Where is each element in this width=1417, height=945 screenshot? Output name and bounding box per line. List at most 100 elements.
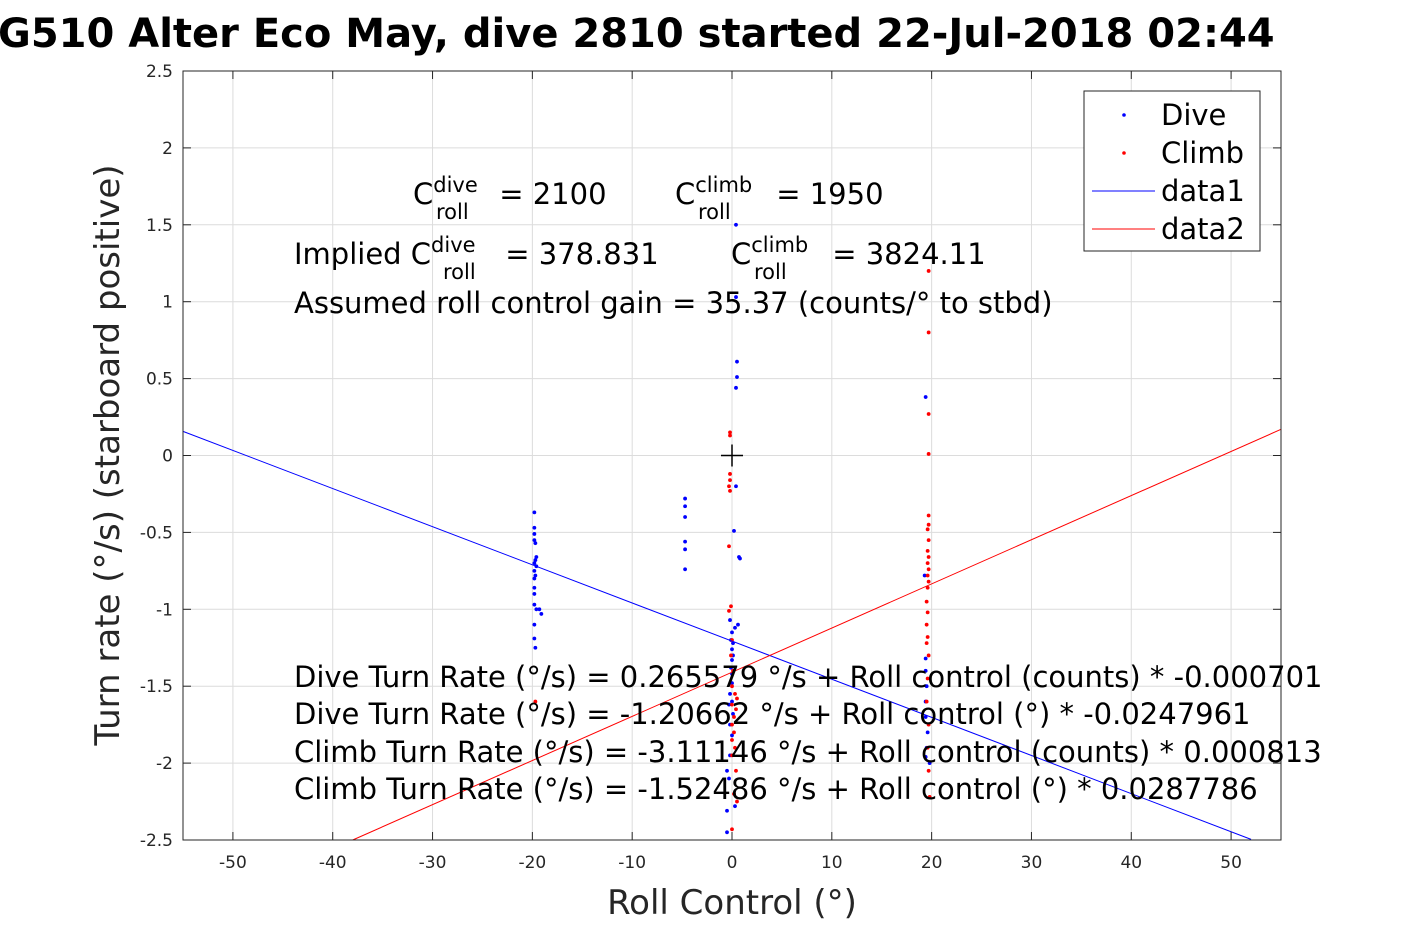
climb-point xyxy=(926,412,931,416)
dive-point xyxy=(532,622,537,627)
climb-point xyxy=(926,768,931,773)
climb-point xyxy=(733,691,737,696)
climb-point xyxy=(728,430,732,435)
x-tick-label: 0 xyxy=(727,853,738,873)
dive-point xyxy=(532,532,537,536)
y-tick-label: -2 xyxy=(156,754,173,774)
annotation-c-climb: Cclimb roll = 1950 xyxy=(675,173,884,224)
climb-point xyxy=(732,730,736,735)
dive-point xyxy=(683,496,687,501)
dive-point xyxy=(532,636,537,641)
legend-climb-label: Climb xyxy=(1161,136,1244,170)
dive-point xyxy=(735,359,739,364)
dive-point xyxy=(725,830,729,835)
climb-point xyxy=(734,768,738,773)
climb-point xyxy=(924,622,929,627)
climb-point xyxy=(730,827,734,832)
dive-point xyxy=(728,691,732,696)
annotation-eq1: Dive Turn Rate (°/s) = 0.265579 °/s + Ro… xyxy=(294,660,1322,694)
dive-point xyxy=(923,395,928,399)
data2-fit-line xyxy=(352,428,1282,841)
climb-point xyxy=(730,684,734,689)
dive-point xyxy=(532,568,537,573)
climb-point xyxy=(729,604,733,609)
x-tick-label: 50 xyxy=(1220,853,1242,873)
dive-point xyxy=(731,711,735,716)
x-tick-label: -40 xyxy=(319,853,347,873)
dive-point xyxy=(539,612,544,616)
data1-fit-line xyxy=(182,430,1252,840)
climb-point xyxy=(926,567,931,572)
ticks: -50 -40 -30 -20 -10 0 10 20 30 40 50 2.5 2 1.5 1 0.5 0 -0… xyxy=(140,62,1281,873)
dive-point xyxy=(923,656,928,661)
dive-point xyxy=(533,541,538,546)
y-axis-label: Turn rate (°/s) (starboard positive) xyxy=(88,164,128,746)
climb-point xyxy=(729,653,733,658)
dive-point xyxy=(732,528,736,533)
annotation-eq3: Climb Turn Rate (°/s) = -3.11146 °/s + R… xyxy=(294,735,1322,769)
y-tick-label: 0.5 xyxy=(146,370,173,390)
climb-point xyxy=(728,488,732,493)
climb-point xyxy=(533,699,538,704)
climb-point xyxy=(925,745,930,750)
annotation-implied-dive: Implied Cdive roll = 378.831 xyxy=(294,233,659,284)
climb-point xyxy=(925,548,930,553)
legend-dive-label: Dive xyxy=(1161,98,1226,132)
climb-point xyxy=(926,722,931,727)
y-tick-label: 0 xyxy=(162,447,173,467)
y-tick-label: -1 xyxy=(156,600,173,620)
dive-point xyxy=(736,622,740,627)
climb-point xyxy=(732,791,736,796)
dive-point xyxy=(733,625,737,630)
y-tick-label: 2.5 xyxy=(146,62,173,82)
dive-point xyxy=(925,730,930,735)
climb-point xyxy=(924,641,929,646)
dive-point xyxy=(730,658,734,662)
x-tick-label: 20 xyxy=(921,853,943,873)
annotations: Cdive roll = 2100 Cclimb roll = 1950 Impli… xyxy=(294,173,1322,806)
dive-point xyxy=(735,375,739,379)
x-tick-label: 40 xyxy=(1120,853,1142,873)
climb-point xyxy=(925,561,930,566)
dive-point xyxy=(683,504,687,509)
y-tick-label: -1.5 xyxy=(140,677,173,697)
climb-point xyxy=(926,269,931,273)
dive-point xyxy=(738,556,742,561)
dive-point xyxy=(725,768,729,773)
dive-point xyxy=(532,561,537,566)
climb-point xyxy=(926,522,931,527)
marks xyxy=(182,222,1282,841)
dive-point xyxy=(734,295,738,299)
climb-point xyxy=(730,738,734,742)
dive-point xyxy=(533,558,538,562)
dive-point xyxy=(923,755,928,759)
climb-point xyxy=(728,472,732,476)
climb-point xyxy=(925,610,930,615)
x-axis-label: Roll Control (°) xyxy=(607,883,857,923)
legend-data1-label: data1 xyxy=(1161,174,1245,208)
dive-point xyxy=(729,665,733,670)
climb-point xyxy=(727,544,731,549)
dive-point xyxy=(533,573,538,578)
dive-point xyxy=(927,761,932,765)
climb-point xyxy=(925,527,930,532)
dive-point xyxy=(534,607,539,612)
legend-climb-marker xyxy=(1122,151,1126,155)
y-tick-label: 2 xyxy=(162,139,173,159)
dive-point xyxy=(683,515,687,519)
climb-point xyxy=(926,653,931,658)
climb-point xyxy=(734,707,738,712)
legend-box xyxy=(1083,90,1261,252)
climb-point xyxy=(926,452,931,456)
dive-point xyxy=(923,668,928,673)
legend-data2-label: data2 xyxy=(1161,212,1245,246)
dive-point xyxy=(730,699,734,704)
dive-point xyxy=(683,567,687,572)
dive-point xyxy=(532,576,537,581)
dive-point xyxy=(924,684,929,689)
dive-point xyxy=(683,539,687,544)
climb-point xyxy=(730,722,734,727)
legend[interactable]: Dive Climb data1 data2 xyxy=(1083,90,1261,252)
climb-point xyxy=(735,696,739,701)
